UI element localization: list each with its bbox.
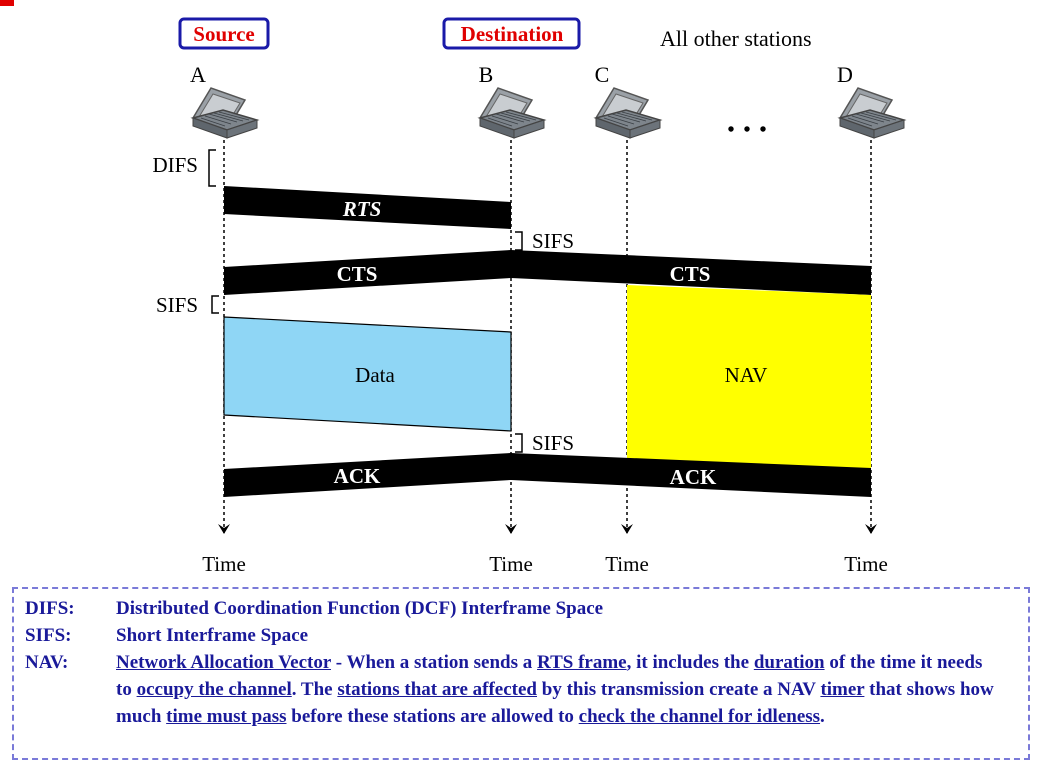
difs-label: DIFS <box>152 153 198 177</box>
time-label-c: Time <box>605 552 649 576</box>
time-label-d: Time <box>844 552 888 576</box>
corner-mark <box>0 0 14 6</box>
legend-underlined-term: timer <box>820 679 865 700</box>
legend-term: SIFS: <box>25 625 72 646</box>
destination-label: Destination <box>461 22 564 46</box>
legend-text: , it includes the <box>626 652 754 673</box>
sifs-label: SIFS <box>532 431 574 455</box>
ack-frame-to-others <box>511 453 871 497</box>
legend-underlined-term: check the channel for idleness <box>578 706 821 727</box>
legend-text: before these stations are allowed to <box>286 706 579 727</box>
legend-row-sifs: SIFS: Short Interframe Space <box>25 622 1028 649</box>
nav-region <box>627 285 871 470</box>
rts-cts-timing-diagram: Source Destination All other stations A … <box>152 17 905 576</box>
legend-underlined-term: RTS frame <box>537 652 627 673</box>
rts-label: RTS <box>342 197 382 221</box>
legend-underlined-term: time must pass <box>166 706 287 727</box>
ellipsis: • • • <box>727 119 768 141</box>
legend-definition-nav: Network Allocation Vector - When a stati… <box>116 649 1028 730</box>
legend-underlined-term: Network Allocation Vector <box>116 652 331 673</box>
station-a-label: A <box>190 62 206 87</box>
legend-box: DIFS: Distributed Coordination Function … <box>12 587 1030 760</box>
laptop-icon <box>192 87 258 139</box>
cts-label: CTS <box>670 262 711 286</box>
sifs-bracket <box>211 295 219 314</box>
legend-underlined-term: stations that are affected <box>337 679 537 700</box>
legend-text: of the time it needs to <box>116 652 983 700</box>
cts-frame-to-a <box>224 250 511 295</box>
destination-box <box>442 17 581 50</box>
legend-row-difs: DIFS: Distributed Coordination Function … <box>25 595 1028 622</box>
sifs-label: SIFS <box>532 229 574 253</box>
source-label: Source <box>193 22 254 46</box>
laptop-icon <box>479 87 545 139</box>
legend-row-nav: NAV: Network Allocation Vector - When a … <box>25 649 1028 730</box>
station-b-label: B <box>479 62 494 87</box>
station-c-label: C <box>595 62 610 87</box>
rts-frame <box>224 186 511 229</box>
nav-label: NAV <box>725 363 768 387</box>
legend-underlined-term: occupy the channel <box>136 679 292 700</box>
ack-frame-to-a <box>224 453 511 497</box>
ack-label: ACK <box>334 464 381 488</box>
legend-definition: Short Interframe Space <box>116 625 309 646</box>
station-d-label: D <box>837 62 853 87</box>
time-label-a: Time <box>202 552 246 576</box>
laptop-icon <box>839 87 905 139</box>
legend-term: DIFS: <box>25 598 75 619</box>
legend-text: by this transmission create a NAV <box>537 679 821 700</box>
sifs-label: SIFS <box>156 293 198 317</box>
difs-bracket <box>208 149 216 187</box>
cts-frame-to-others <box>511 250 871 295</box>
cts-label: CTS <box>337 262 378 286</box>
source-box <box>178 17 270 50</box>
sifs-bracket <box>515 433 523 453</box>
legend-definition: Distributed Coordination Function (DCF) … <box>116 598 604 619</box>
legend-underlined-term: duration <box>753 652 825 673</box>
laptop-icon <box>595 87 661 139</box>
legend-text: that shows how much <box>116 679 994 727</box>
data-label: Data <box>355 363 395 387</box>
time-label-b: Time <box>489 552 533 576</box>
ack-label: ACK <box>670 465 717 489</box>
legend-text: . <box>820 706 825 727</box>
sifs-bracket <box>515 231 523 251</box>
data-frame <box>223 316 512 432</box>
legend-term: NAV: <box>25 652 69 673</box>
legend-text: - When a station sends a <box>330 652 538 673</box>
other-stations-label: All other stations <box>660 26 812 51</box>
legend-text: . The <box>291 679 338 700</box>
